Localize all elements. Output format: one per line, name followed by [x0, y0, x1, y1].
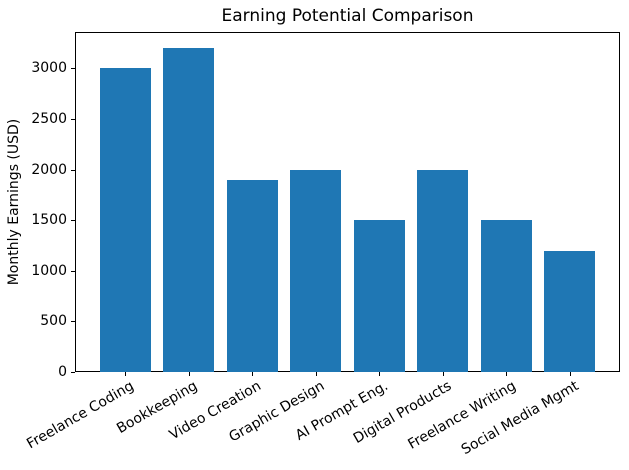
y-tick-label: 1500 — [31, 212, 67, 229]
y-tick-mark — [71, 169, 75, 171]
y-tick-mark — [71, 321, 75, 323]
bar-video-creation — [226, 179, 278, 372]
y-tick-label: 2500 — [31, 111, 67, 128]
bar-digital-products — [417, 169, 469, 372]
y-tick-mark — [71, 270, 75, 272]
x-tick-mark — [315, 372, 317, 376]
bar-freelance-coding — [99, 68, 151, 372]
x-tick-mark — [506, 372, 508, 376]
y-tick-label: 1000 — [31, 262, 67, 279]
x-tick-mark — [442, 372, 444, 376]
x-tick-mark — [379, 372, 381, 376]
y-tick-label: 2000 — [31, 161, 67, 178]
x-tick-label: Social Media Mgmt — [459, 378, 582, 459]
x-tick-mark — [125, 372, 127, 376]
chart-title: Earning Potential Comparison — [221, 6, 474, 26]
x-tick-mark — [252, 372, 254, 376]
bar-graphic-design — [290, 169, 342, 372]
y-tick-label: 0 — [58, 364, 67, 380]
plot-area — [75, 32, 620, 372]
bar-ai-prompt-eng- — [353, 220, 405, 372]
y-tick-mark — [71, 119, 75, 121]
y-tick-label: 3000 — [31, 60, 67, 77]
y-tick-label: 500 — [40, 313, 67, 330]
x-tick-mark — [188, 372, 190, 376]
y-tick-mark — [71, 372, 75, 373]
y-tick-mark — [71, 220, 75, 222]
bar-freelance-writing — [480, 220, 532, 372]
y-axis-label: Monthly Earnings (USD) — [6, 118, 22, 286]
y-tick-mark — [71, 68, 75, 70]
x-tick-label: Freelance Coding — [24, 378, 138, 453]
x-tick-mark — [569, 372, 571, 376]
bar-social-media-mgmt — [544, 250, 596, 372]
bar-bookkeeping — [163, 48, 215, 372]
